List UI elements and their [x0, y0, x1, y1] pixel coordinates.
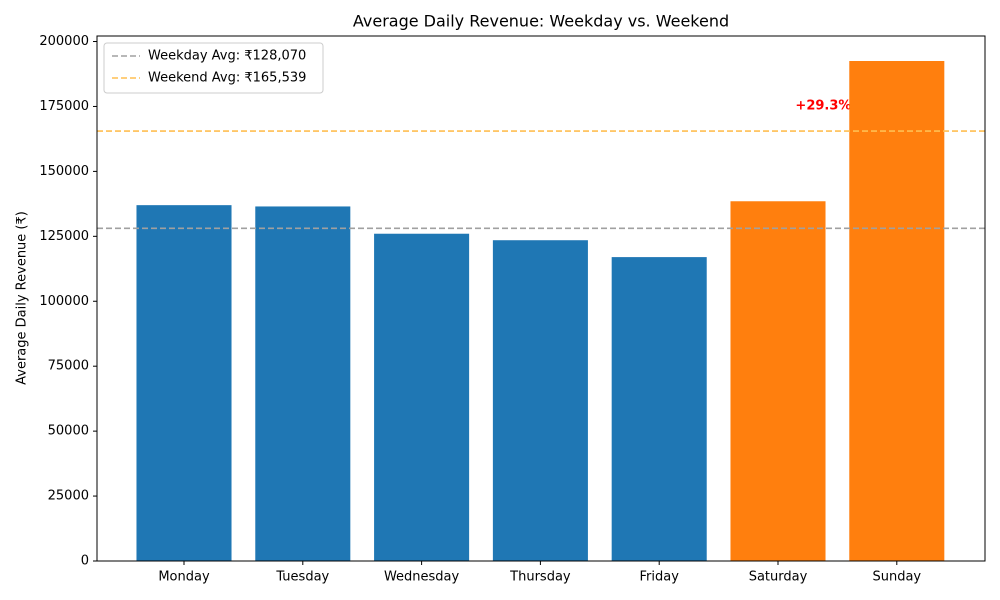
legend-label: Weekday Avg: ₹128,070 [148, 49, 306, 64]
x-tick-label: Friday [639, 570, 679, 585]
y-tick-label: 100000 [39, 294, 89, 309]
plot-frame [96, 35, 986, 562]
y-tick-label: 125000 [39, 229, 89, 244]
x-tick-label: Tuesday [275, 570, 329, 585]
y-tick-label: 50000 [48, 424, 89, 439]
y-axis-label: Average Daily Revenue (₹) [15, 211, 30, 385]
x-tick-label: Sunday [872, 570, 921, 585]
bar [730, 201, 826, 561]
chart-title: Average Daily Revenue: Weekday vs. Weeke… [353, 12, 729, 31]
y-tick-label: 200000 [39, 34, 89, 49]
bar [374, 233, 470, 561]
bar [849, 61, 945, 561]
bar [611, 257, 707, 561]
legend-label: Weekend Avg: ₹165,539 [148, 71, 306, 86]
legend-box [103, 42, 324, 94]
x-tick-label: Thursday [509, 570, 571, 585]
y-tick-label: 25000 [48, 489, 89, 504]
bar [492, 240, 588, 562]
bar [255, 206, 351, 562]
x-tick-label: Saturday [749, 570, 808, 585]
x-tick-label: Monday [158, 570, 210, 585]
y-tick-label: 150000 [39, 164, 89, 179]
y-tick-label: 175000 [39, 99, 89, 114]
y-tick-label: 75000 [48, 359, 89, 374]
y-tick-label: 0 [81, 554, 89, 569]
x-tick-label: Wednesday [384, 570, 460, 585]
bar [136, 205, 232, 562]
